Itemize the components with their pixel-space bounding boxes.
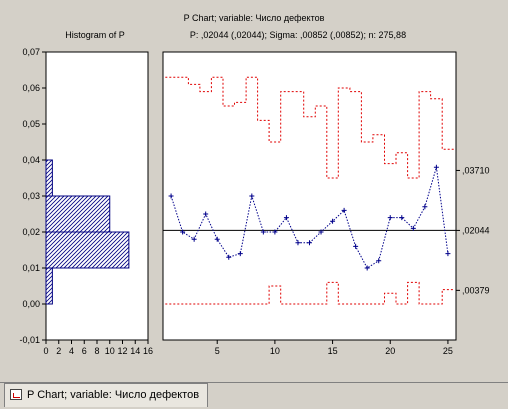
- ucl-line: [165, 76, 454, 179]
- histogram-bar: [45, 267, 53, 305]
- control-chart-plot-area: [162, 51, 457, 341]
- data-point: [433, 164, 439, 170]
- data-point: [387, 215, 393, 221]
- x-tick-label: 5: [215, 346, 220, 356]
- data-point: [168, 193, 174, 199]
- data-point: [191, 236, 197, 242]
- x-tick-label: 25: [443, 346, 453, 356]
- data-point: [226, 254, 232, 260]
- hist-x-tick-label: 10: [105, 346, 115, 356]
- control-chart-x-axis: 5 10 15 20 25: [215, 340, 453, 356]
- chart-title: P Chart; variable: Число дефектов: [184, 13, 325, 23]
- y-tick-label: 0,03: [22, 191, 40, 201]
- hist-x-tick-label: 4: [69, 346, 74, 356]
- data-point: [283, 215, 289, 221]
- y-tick-label: -0,01: [19, 335, 40, 345]
- data-point: [399, 215, 405, 221]
- y-tick-label: 0,04: [22, 155, 40, 165]
- y-tick-label: 0,06: [22, 83, 40, 93]
- histogram-y-axis: -0,01 0,00 0,01 0,02 0,03 0,04 0,05 0,06 0,07: [19, 47, 46, 345]
- tab-label: P Chart; variable: Число дефектов: [27, 389, 200, 401]
- hist-x-tick-label: 8: [94, 346, 99, 356]
- data-point: [341, 207, 347, 213]
- hist-x-tick-label: 2: [56, 346, 61, 356]
- data-point: [330, 218, 336, 224]
- lcl-line: [165, 281, 454, 305]
- data-point: [318, 229, 324, 235]
- y-tick-label: 0,02: [22, 227, 40, 237]
- y-tick-label: 0,01: [22, 263, 40, 273]
- histogram-x-axis: 0 2 4 6 8 10 12 14 16: [43, 340, 153, 356]
- data-point: [410, 225, 416, 231]
- histogram-bar: [45, 195, 111, 233]
- histogram-bar: [45, 231, 130, 269]
- histogram-bar: [45, 159, 53, 197]
- chart-document-icon: [10, 389, 22, 400]
- y-tick-label: 0,05: [22, 119, 40, 129]
- histogram-bars: [45, 159, 130, 305]
- data-point: [353, 243, 359, 249]
- hist-x-tick-label: 16: [143, 346, 153, 356]
- data-point: [180, 229, 186, 235]
- histogram-title: Histogram of P: [65, 30, 125, 40]
- data-point: [214, 236, 220, 242]
- hist-x-tick-label: 6: [82, 346, 87, 356]
- x-tick-label: 20: [385, 346, 395, 356]
- control-limits: [165, 76, 454, 305]
- data-point: [249, 193, 255, 199]
- data-point: [203, 211, 209, 217]
- hist-x-tick-label: 0: [43, 346, 48, 356]
- y-tick-label: 0,00: [22, 299, 40, 309]
- ucl-label: ,03710: [462, 165, 490, 175]
- data-point: [376, 258, 382, 264]
- stats-label: P: ,02044 (,02044); Sigma: ,00852 (,0085…: [190, 30, 406, 40]
- tab-bar-divider: [0, 382, 508, 383]
- data-point: [364, 265, 370, 271]
- data-point: [445, 251, 451, 257]
- data-point: [295, 240, 301, 246]
- x-tick-label: 10: [270, 346, 280, 356]
- lcl-label: ,00379: [462, 285, 490, 295]
- y-tick-label: 0,07: [22, 47, 40, 57]
- center-label: ,02044: [462, 225, 490, 235]
- data-point: [260, 229, 266, 235]
- data-point: [307, 240, 312, 246]
- p-series: [168, 164, 451, 271]
- tab-p-chart[interactable]: P Chart; variable: Число дефектов: [4, 383, 209, 407]
- limit-labels: ,03710 ,02044 ,00379: [456, 165, 490, 295]
- x-tick-label: 15: [328, 346, 338, 356]
- data-point: [237, 251, 243, 257]
- data-point: [272, 229, 278, 235]
- hist-x-tick-label: 12: [117, 346, 127, 356]
- data-point: [422, 204, 428, 210]
- hist-x-tick-label: 14: [130, 346, 140, 356]
